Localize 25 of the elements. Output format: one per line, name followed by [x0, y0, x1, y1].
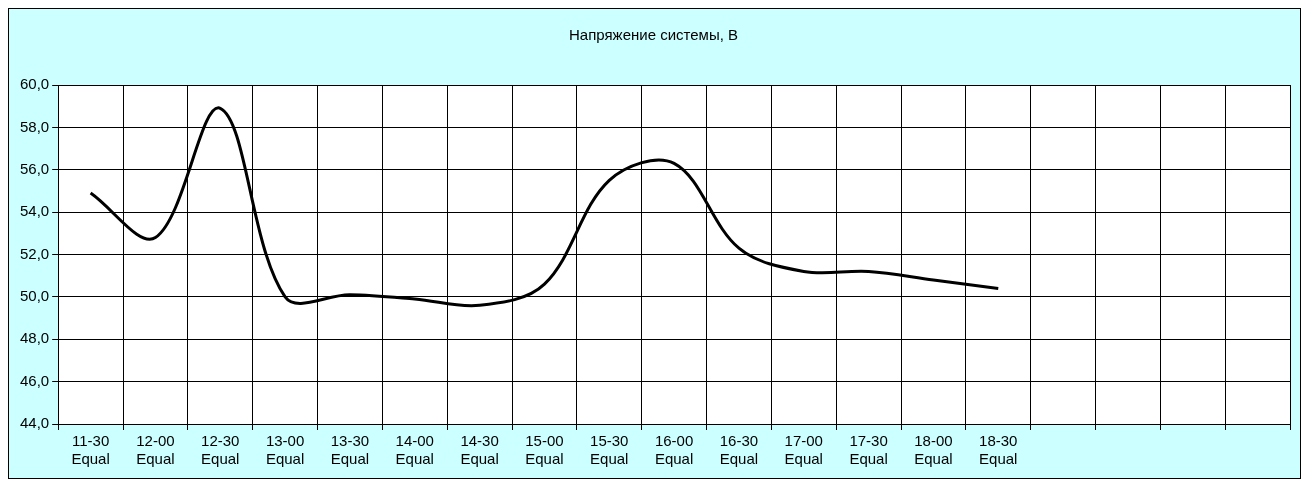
y-tick-label: 52,0: [19, 244, 50, 262]
x-tick-label: 14-00 Equal: [395, 432, 434, 468]
x-tick-label: 16-30 Equal: [719, 432, 759, 468]
x-tick-label: 18-30 Equal: [979, 432, 1018, 468]
x-tick-label: 16-00 Equal: [654, 432, 694, 468]
x-tick-label: 13-00 Equal: [265, 432, 305, 468]
x-tick-label: 12-00 Equal: [136, 432, 175, 468]
x-tick-label: 15-30 Equal: [590, 432, 629, 468]
y-tick-label: 58,0: [19, 117, 50, 135]
x-tick-label: 14-30 Equal: [460, 432, 499, 468]
y-tick-label: 60,0: [19, 75, 50, 93]
y-tick-label: 54,0: [19, 202, 50, 220]
x-tick-label: 17-00 Equal: [784, 432, 823, 468]
y-tick-label: 44,0: [19, 414, 50, 432]
x-tick-label: 17-30 Equal: [849, 432, 888, 468]
x-tick-label: 18-00 Equal: [914, 432, 953, 468]
x-tick-label: 13-30 Equal: [330, 432, 370, 468]
y-tick-label: 48,0: [19, 329, 50, 347]
x-tick-label: 15-00 Equal: [525, 432, 564, 468]
y-tick-label: 56,0: [19, 159, 50, 177]
y-tick-label: 50,0: [19, 287, 50, 305]
chart-title: Напряжение системы, В: [569, 26, 738, 44]
x-tick-label: 11-30 Equal: [71, 432, 110, 468]
y-tick-label: 46,0: [19, 371, 50, 389]
x-tick-label: 12-30 Equal: [201, 432, 240, 468]
